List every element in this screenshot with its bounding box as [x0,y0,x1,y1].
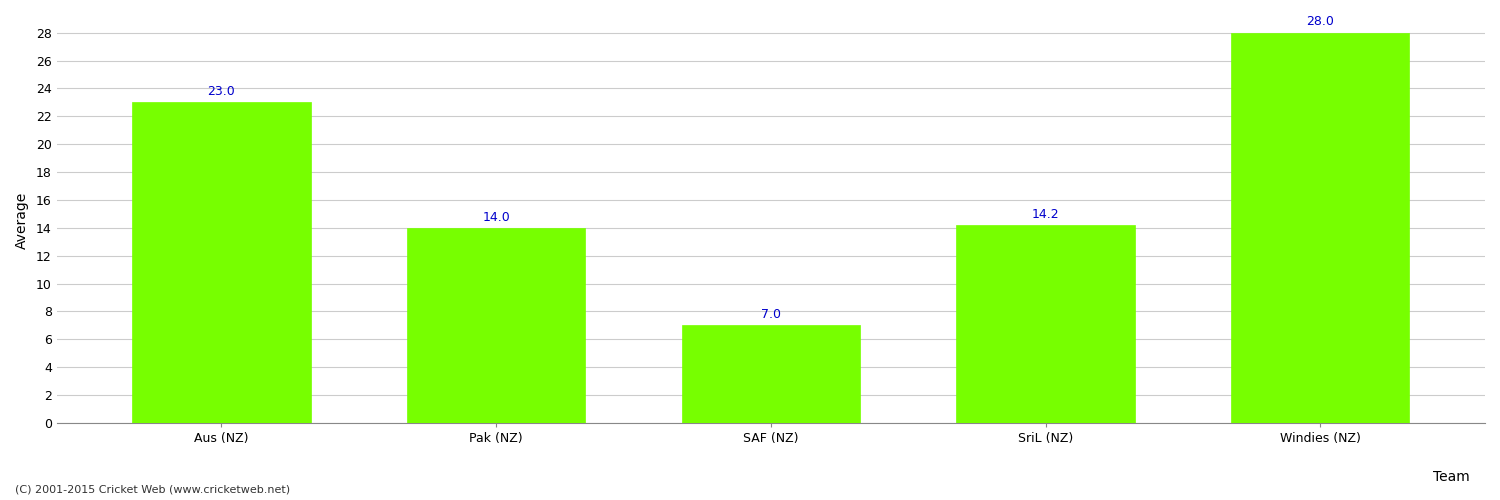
Text: 14.2: 14.2 [1032,208,1059,221]
Y-axis label: Average: Average [15,192,28,250]
Text: 7.0: 7.0 [760,308,782,321]
Bar [956,225,1136,423]
Text: 28.0: 28.0 [1306,16,1334,28]
Bar [1232,32,1410,423]
Text: (C) 2001-2015 Cricket Web (www.cricketweb.net): (C) 2001-2015 Cricket Web (www.cricketwe… [15,485,290,495]
Text: 14.0: 14.0 [483,210,510,224]
Bar [132,102,310,423]
Text: 23.0: 23.0 [207,85,236,98]
Text: Team: Team [1434,470,1470,484]
Bar [406,228,585,423]
Bar [681,326,859,423]
